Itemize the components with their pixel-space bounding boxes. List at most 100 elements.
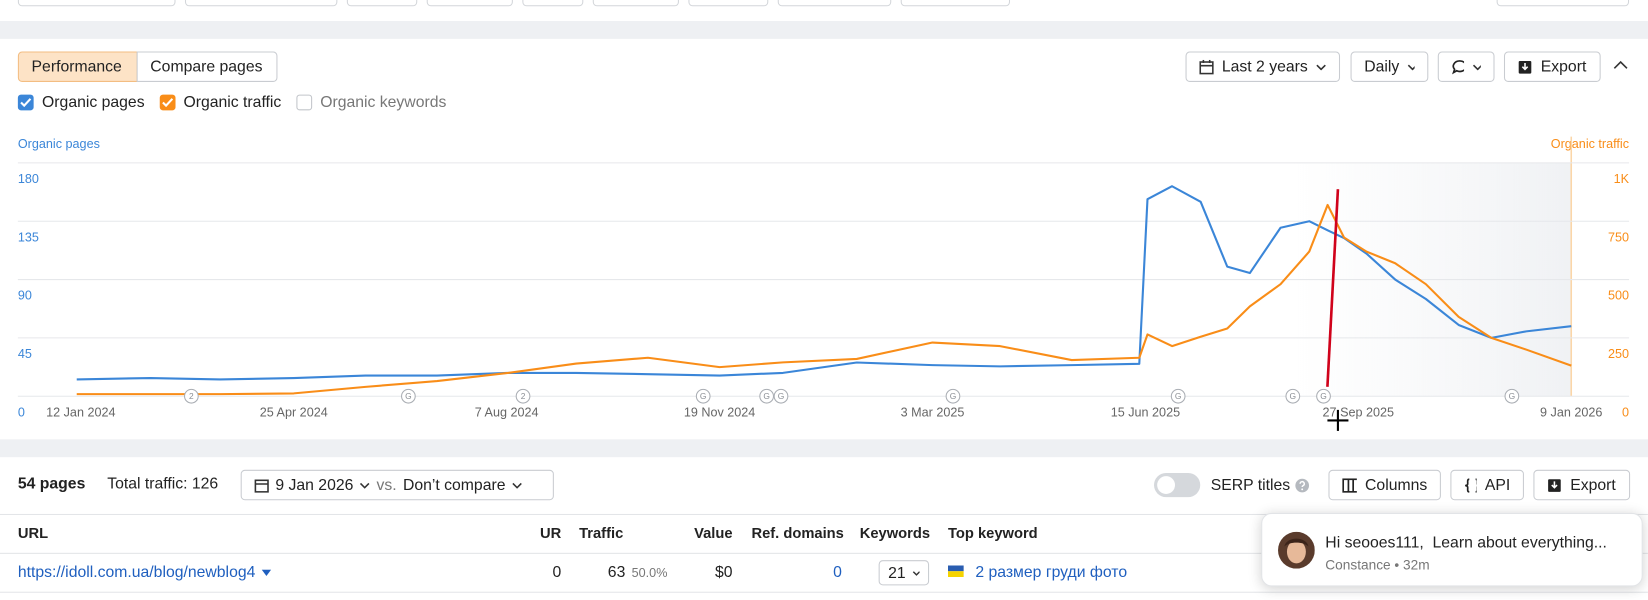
grid: 0 45 90 135 180 0 250 500 750 1K 12 Jan 2024 25 Apr…	[17, 162, 1630, 419]
ur-cell: 0	[552, 563, 562, 582]
api-button[interactable]: API	[1450, 469, 1524, 501]
column-header[interactable]: Traffic	[579, 524, 624, 542]
series-line	[76, 203, 1572, 396]
filter-button[interactable]	[592, 0, 679, 7]
column-header[interactable]: UR	[539, 524, 562, 542]
annotation-label: G	[763, 391, 770, 401]
annotation-label: 2	[189, 391, 194, 401]
tab[interactable]: Compare pages	[136, 51, 278, 82]
url-link[interactable]: https://idoll.com.ua/blog/newblog4	[17, 563, 272, 582]
annotation[interactable]: G	[759, 388, 775, 404]
url-text: https://idoll.com.ua/blog/newblog4	[17, 563, 256, 582]
annotation[interactable]: 2	[184, 388, 199, 404]
columns-button[interactable]: Columns	[1328, 469, 1441, 501]
table-border	[0, 513, 1648, 515]
filter-button[interactable]	[688, 0, 769, 7]
annotation-marker	[401, 388, 416, 404]
y2-tick-label: 500	[1608, 289, 1629, 303]
annotation[interactable]: G	[773, 388, 789, 404]
flag-ua	[948, 565, 964, 577]
annotation[interactable]: G	[695, 388, 711, 404]
annotation-marker	[1285, 388, 1301, 404]
comments-button[interactable]	[1437, 51, 1495, 82]
column-header[interactable]: Top keyword	[948, 524, 1038, 542]
y-tick-label: 45	[18, 347, 32, 361]
annotation[interactable]: G	[945, 388, 961, 404]
y2-tick-label: 750	[1608, 230, 1629, 244]
annotation-marker	[1316, 388, 1331, 404]
filter-button[interactable]	[777, 0, 892, 7]
x-tick-label: 9 Jan 2026	[1540, 405, 1602, 419]
traffic-share: 50.0%	[631, 565, 668, 581]
annotation[interactable]: 2	[515, 388, 531, 404]
filter-button[interactable]	[17, 0, 176, 7]
annotation-marker	[515, 388, 531, 404]
y-tick-label: 90	[18, 289, 32, 303]
series-lines	[76, 185, 1572, 396]
annotation[interactable]: G	[401, 388, 416, 404]
legend-item[interactable]: Organic traffic	[159, 94, 281, 111]
y-tick-label: 135	[18, 230, 39, 244]
legend-label: Organic keywords	[320, 93, 447, 112]
column-header[interactable]: Value	[694, 524, 733, 542]
ref-domains-cell[interactable]: 0	[833, 563, 842, 582]
annotation[interactable]: G	[1170, 388, 1186, 404]
annotation-marker	[759, 388, 775, 404]
serp-toggle[interactable]	[1153, 472, 1201, 498]
annotation[interactable]: G	[1285, 388, 1301, 404]
annotation-label: G	[1175, 391, 1182, 401]
export-icon	[1518, 60, 1532, 74]
filter-button[interactable]	[184, 0, 338, 7]
date-compare-button[interactable]: 9 Jan 2026 vs. Don’t compare	[240, 469, 554, 501]
legend-item[interactable]: Organic pages	[17, 93, 145, 112]
annotation-marker	[1504, 388, 1520, 404]
filter-button[interactable]	[900, 0, 1011, 7]
annotation[interactable]: G	[1316, 388, 1331, 404]
interval-button[interactable]: Daily	[1350, 51, 1429, 82]
calendar-icon	[254, 478, 269, 493]
checkbox-checked	[159, 94, 176, 111]
period-button[interactable]: Last 2 years	[1185, 51, 1341, 82]
keywords-dropdown[interactable]: 21	[878, 560, 930, 586]
column-header[interactable]: URL	[17, 524, 49, 542]
value-cell: $0	[715, 563, 733, 582]
legend-item[interactable]: Organic keywords	[296, 93, 447, 112]
filter-button[interactable]	[1496, 0, 1630, 7]
column-header[interactable]: Keywords	[859, 524, 931, 542]
chevron	[1473, 64, 1481, 70]
compare-label: Don’t compare	[402, 476, 506, 494]
annotation-marker	[184, 388, 199, 404]
legend-label: Organic pages	[42, 93, 145, 112]
y2-tick-label: 250	[1608, 347, 1629, 361]
export-button[interactable]: Export	[1503, 51, 1601, 82]
filter-button[interactable]	[346, 0, 418, 7]
series-line	[76, 185, 1572, 381]
filter-button[interactable]	[522, 0, 584, 7]
checkbox-checked	[17, 94, 34, 111]
interval-label: Daily	[1364, 57, 1400, 76]
checkbox-empty	[296, 94, 312, 111]
chat-popup[interactable]: Hi seooes111, Learn about everything... …	[1261, 512, 1643, 587]
toggle-knob	[1157, 476, 1176, 494]
tab-active[interactable]: Performance	[17, 51, 138, 82]
checkmark	[20, 98, 32, 108]
table-border	[0, 591, 1648, 593]
x-tick-label: 25 Apr 2024	[260, 405, 328, 419]
x-tick-label: 27 Sep 2025	[1323, 405, 1395, 419]
help-icon[interactable]	[1295, 478, 1310, 493]
table-border	[0, 552, 1648, 554]
top-keyword-link[interactable]: 2 размер груди фото	[975, 563, 1128, 582]
filter-button[interactable]	[426, 0, 513, 7]
annotation[interactable]: G	[1504, 388, 1520, 404]
period-label: Last 2 years	[1221, 57, 1308, 76]
column-header[interactable]: Ref. domains	[751, 524, 844, 542]
export-button[interactable]: Export	[1533, 469, 1631, 501]
collapse-button[interactable]	[1613, 60, 1628, 71]
x-tick-label: 19 Nov 2024	[684, 405, 756, 419]
annotation-marker	[945, 388, 961, 404]
drawn-marker	[1326, 189, 1340, 387]
